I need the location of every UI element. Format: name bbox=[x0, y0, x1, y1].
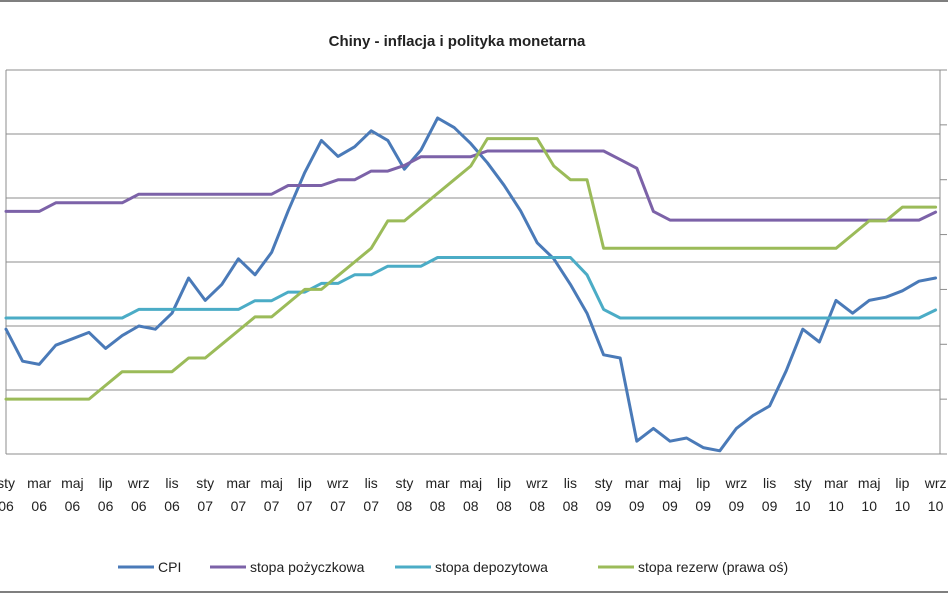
x-tick-month: lis bbox=[763, 475, 776, 491]
axes bbox=[5, 69, 947, 455]
x-tick-month: lip bbox=[497, 475, 511, 491]
x-tick-year: 09 bbox=[596, 498, 612, 514]
legend-item: stopa pożyczkowa bbox=[210, 559, 365, 575]
x-tick-year: 09 bbox=[762, 498, 778, 514]
legend-label: stopa pożyczkowa bbox=[250, 559, 365, 575]
series-line-0 bbox=[4, 116, 938, 453]
x-tick-year: 08 bbox=[496, 498, 512, 514]
x-tick-year: 06 bbox=[98, 498, 114, 514]
legend-label: stopa rezerw (prawa oś) bbox=[638, 559, 788, 575]
x-tick-month: lip bbox=[99, 475, 113, 491]
legend-item: CPI bbox=[118, 559, 181, 575]
x-tick-year: 07 bbox=[264, 498, 280, 514]
x-tick-month: sty bbox=[395, 475, 413, 491]
series-line-1 bbox=[4, 149, 938, 222]
x-tick-year: 06 bbox=[0, 498, 14, 514]
x-tick-year: 09 bbox=[695, 498, 711, 514]
x-tick-year: 07 bbox=[297, 498, 313, 514]
x-axis-tick-labels: sty 06 mar 06 maj 06 lip 06 wrz 06 lis 06 sty 07 mar 07… bbox=[0, 475, 946, 514]
chart-title: Chiny - inflacja i polityka monetarna bbox=[329, 33, 586, 50]
legend-label: stopa depozytowa bbox=[435, 559, 548, 575]
x-tick-year: 08 bbox=[397, 498, 413, 514]
x-tick-month: lis bbox=[365, 475, 378, 491]
x-tick-year: 10 bbox=[895, 498, 911, 514]
x-tick-month: wrz bbox=[725, 475, 748, 491]
x-tick-month: sty bbox=[595, 475, 613, 491]
x-tick-year: 10 bbox=[861, 498, 877, 514]
x-tick-year: 07 bbox=[363, 498, 379, 514]
x-tick-month: lip bbox=[696, 475, 710, 491]
x-tick-month: maj bbox=[858, 475, 881, 491]
x-tick-month: lip bbox=[895, 475, 909, 491]
x-tick-year: 08 bbox=[430, 498, 446, 514]
x-tick-year: 06 bbox=[131, 498, 147, 514]
x-tick-year: 09 bbox=[662, 498, 678, 514]
x-tick-year: 10 bbox=[928, 498, 944, 514]
legend: CPI stopa pożyczkowa stopa depozytowa stopa… bbox=[118, 559, 788, 575]
x-tick-month: maj bbox=[61, 475, 84, 491]
x-tick-year: 08 bbox=[563, 498, 579, 514]
x-tick-year: 08 bbox=[463, 498, 479, 514]
x-tick-month: sty bbox=[0, 475, 15, 491]
x-tick-year: 10 bbox=[795, 498, 811, 514]
x-tick-month: maj bbox=[460, 475, 483, 491]
series-line-3 bbox=[4, 137, 938, 401]
legend-item: stopa rezerw (prawa oś) bbox=[598, 559, 788, 575]
x-tick-month: mar bbox=[27, 475, 51, 491]
x-tick-month: maj bbox=[260, 475, 283, 491]
x-tick-year: 06 bbox=[31, 498, 47, 514]
x-tick-year: 10 bbox=[828, 498, 844, 514]
legend-item: stopa depozytowa bbox=[395, 559, 548, 575]
x-tick-month: mar bbox=[824, 475, 848, 491]
x-tick-month: mar bbox=[226, 475, 250, 491]
x-tick-year: 07 bbox=[231, 498, 247, 514]
x-tick-month: lis bbox=[564, 475, 577, 491]
x-tick-year: 09 bbox=[729, 498, 745, 514]
x-tick-month: wrz bbox=[326, 475, 349, 491]
x-tick-month: maj bbox=[659, 475, 682, 491]
x-tick-month: sty bbox=[196, 475, 214, 491]
gridlines bbox=[6, 69, 940, 455]
x-tick-month: sty bbox=[794, 475, 812, 491]
series-line-2 bbox=[4, 256, 938, 320]
x-tick-month: mar bbox=[625, 475, 649, 491]
x-tick-year: 06 bbox=[65, 498, 81, 514]
x-tick-month: wrz bbox=[924, 475, 947, 491]
series-lines bbox=[4, 116, 938, 453]
x-tick-year: 07 bbox=[197, 498, 213, 514]
x-tick-month: lis bbox=[165, 475, 178, 491]
x-tick-year: 07 bbox=[330, 498, 346, 514]
x-tick-year: 09 bbox=[629, 498, 645, 514]
x-tick-year: 08 bbox=[529, 498, 545, 514]
x-tick-month: wrz bbox=[525, 475, 548, 491]
x-tick-month: wrz bbox=[127, 475, 150, 491]
legend-label: CPI bbox=[158, 559, 181, 575]
x-tick-month: mar bbox=[426, 475, 450, 491]
x-tick-month: lip bbox=[298, 475, 312, 491]
x-tick-year: 06 bbox=[164, 498, 180, 514]
